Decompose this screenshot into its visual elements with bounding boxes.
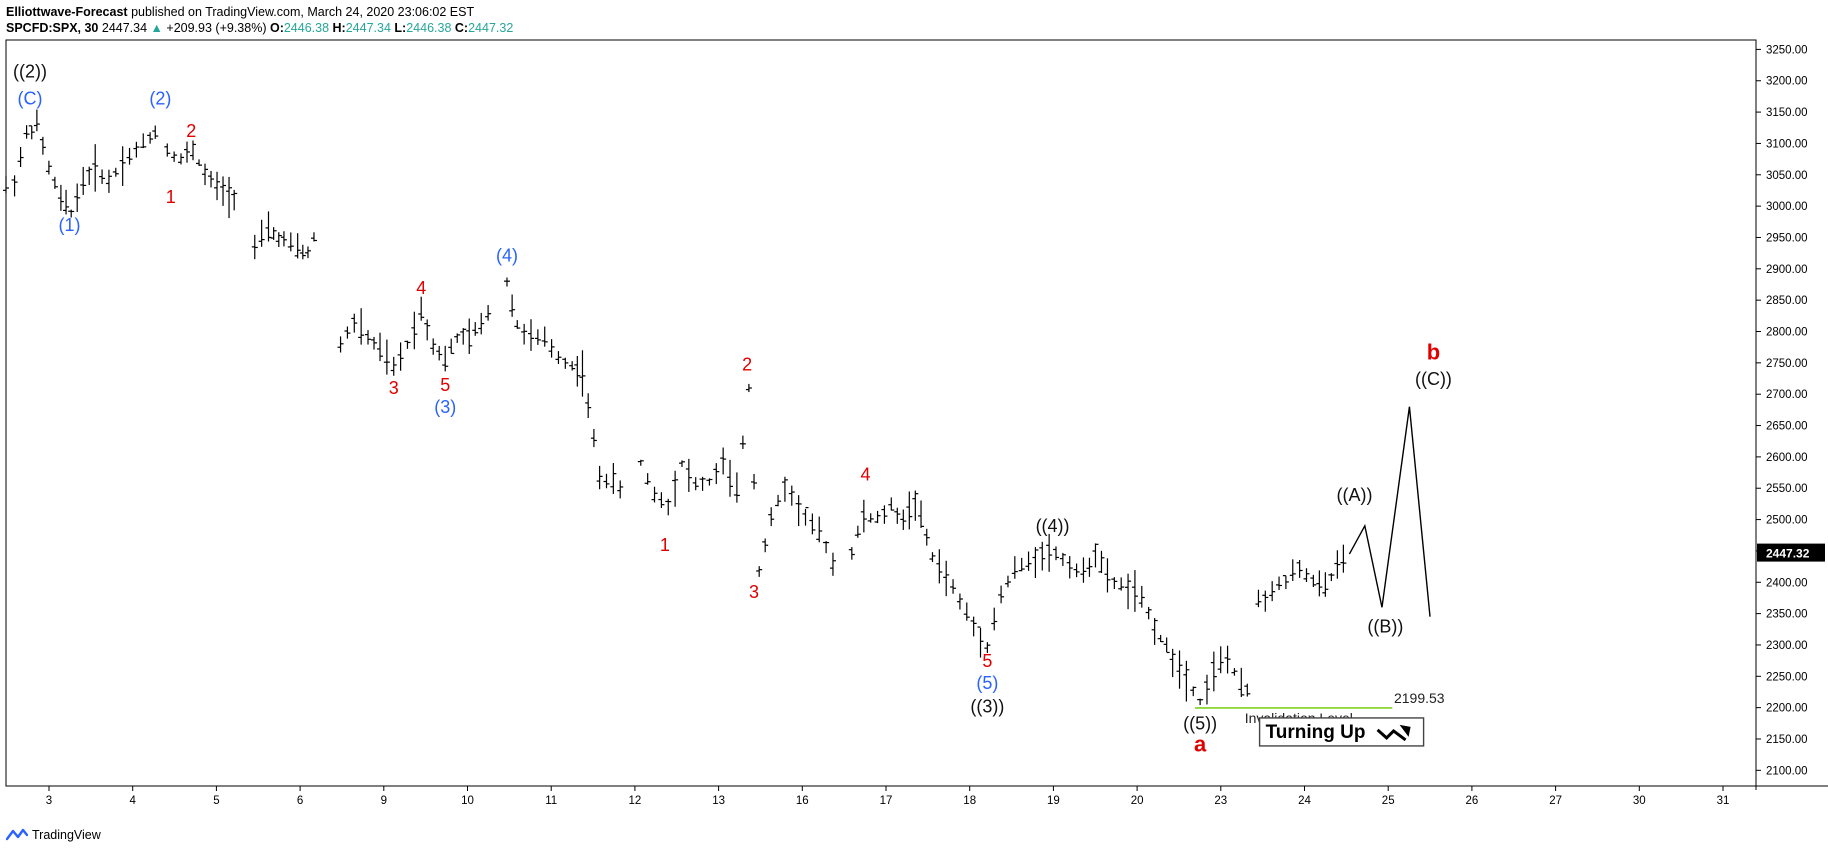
x-tick-label: 19 (1047, 795, 1060, 807)
y-tick-label: 3000.00 (1766, 201, 1808, 213)
high-value: 2447.34 (345, 21, 391, 35)
publish-info: published on TradingView.com, March 24, … (131, 5, 475, 19)
x-tick-label: 10 (461, 795, 474, 807)
x-tick-label: 24 (1298, 795, 1311, 807)
x-tick-label: 5 (213, 795, 219, 807)
brand-name: TradingView (32, 828, 101, 842)
low-label: L: (394, 21, 407, 35)
y-tick-label: 2250.00 (1766, 671, 1808, 683)
x-tick-label: 20 (1131, 795, 1144, 807)
x-tick-label: 3 (46, 795, 52, 807)
wave-label: (C) (18, 89, 43, 109)
wave-label: 2 (186, 121, 196, 141)
high-label: H: (332, 21, 346, 35)
wave-label: 3 (749, 582, 759, 602)
projection-path (1348, 406, 1431, 617)
y-tick-label: 2300.00 (1766, 640, 1808, 652)
wave-label: (4) (496, 245, 518, 265)
x-tick-label: 26 (1466, 795, 1479, 807)
x-tick-label: 30 (1633, 795, 1646, 807)
y-tick-label: 3050.00 (1766, 170, 1808, 182)
y-tick-label: 2400.00 (1766, 577, 1808, 589)
wave-label: 2 (742, 354, 752, 374)
wave-label: ((4)) (1036, 516, 1070, 536)
y-tick-label: 3150.00 (1766, 107, 1808, 119)
turning-up-box[interactable] (1258, 717, 1425, 747)
x-tick-label: 31 (1717, 795, 1730, 807)
y-tick-label: 2750.00 (1766, 358, 1808, 370)
low-value: 2446.38 (406, 21, 452, 35)
close-label: C: (454, 21, 469, 35)
wave-label: ((2)) (13, 62, 47, 82)
wave-label: (1) (58, 215, 80, 235)
wave-label: ((A)) (1337, 485, 1373, 505)
x-tick-label: 16 (796, 795, 809, 807)
y-tick-label: 3100.00 (1766, 138, 1808, 150)
trend-up-arrow-icon (1376, 728, 1407, 742)
symbol-label[interactable]: SPCFD:SPX, 30 (6, 21, 99, 35)
wave-label: 1 (660, 535, 670, 555)
wave-label: (3) (434, 397, 456, 417)
wave-label: (5) (976, 673, 998, 693)
wave-label: 4 (416, 278, 426, 298)
wave-label: 5 (982, 651, 992, 671)
x-tick-label: 9 (381, 795, 387, 807)
author-name[interactable]: Elliottwave-Forecast (6, 5, 128, 19)
wave-label: a (1194, 732, 1207, 757)
publish-line: Elliottwave-Forecast published on Tradin… (6, 4, 513, 20)
trend-up-arrow-head-icon (1399, 724, 1411, 737)
y-tick-label: 2850.00 (1766, 295, 1808, 307)
x-tick-label: 17 (880, 795, 893, 807)
y-tick-label: 2650.00 (1766, 421, 1808, 433)
x-tick-label: 13 (712, 795, 725, 807)
x-tick-label: 11 (545, 795, 557, 807)
y-tick-label: 2550.00 (1766, 483, 1808, 495)
wave-label: 3 (389, 378, 399, 398)
wave-label: (2) (149, 89, 171, 109)
x-tick-label: 27 (1549, 795, 1562, 807)
last-price: 2447.34 (101, 21, 148, 35)
turning-up-label: Turning Up (1266, 722, 1366, 743)
x-tick-label: 18 (963, 795, 976, 807)
x-tick-label: 6 (297, 795, 303, 807)
wave-label: 5 (440, 375, 450, 395)
y-tick-label: 2150.00 (1766, 734, 1808, 746)
y-tick-label: 2600.00 (1766, 452, 1808, 464)
quote-line: SPCFD:SPX, 30 2447.34 ▲ +209.93 (+9.38%)… (6, 20, 513, 36)
wave-label: ((C)) (1415, 369, 1452, 389)
wave-label: b (1427, 340, 1440, 365)
open-value: 2446.38 (283, 21, 330, 35)
y-tick-label: 3200.00 (1766, 76, 1808, 88)
tradingview-logo-icon (6, 828, 28, 841)
y-tick-label: 2350.00 (1766, 609, 1808, 621)
price-change: +209.93 (+9.38%) (166, 21, 267, 35)
wave-label: 4 (861, 465, 871, 485)
wave-label: ((3)) (970, 697, 1004, 717)
x-tick-label: 23 (1214, 795, 1227, 807)
wave-label: ((B)) (1367, 616, 1403, 636)
y-tick-label: 3250.00 (1766, 44, 1808, 56)
chart-header: Elliottwave-Forecast published on Tradin… (6, 4, 513, 36)
x-tick-label: 12 (629, 795, 642, 807)
x-tick-label: 4 (129, 795, 136, 807)
last-price-badge-label: 2447.32 (1766, 547, 1810, 561)
up-arrow-icon: ▲ (150, 21, 163, 35)
last-price-badge (1757, 543, 1825, 562)
footer-brand[interactable]: TradingView (6, 828, 101, 842)
open-label: O: (269, 21, 284, 35)
invalidation-price-label: 2199.53 (1394, 690, 1445, 706)
y-tick-label: 2100.00 (1766, 765, 1808, 777)
plot-frame (5, 39, 1757, 787)
y-tick-label: 2200.00 (1766, 703, 1808, 715)
wave-label: ((5)) (1183, 714, 1217, 734)
y-tick-label: 2500.00 (1766, 515, 1808, 527)
close-value: 2447.32 (468, 21, 514, 35)
y-tick-label: 2800.00 (1766, 327, 1808, 339)
x-tick-label: 25 (1382, 795, 1395, 807)
wave-label: 1 (166, 187, 176, 207)
y-tick-label: 2900.00 (1766, 264, 1808, 276)
y-tick-label: 2950.00 (1766, 232, 1808, 244)
y-tick-label: 2700.00 (1766, 389, 1808, 401)
